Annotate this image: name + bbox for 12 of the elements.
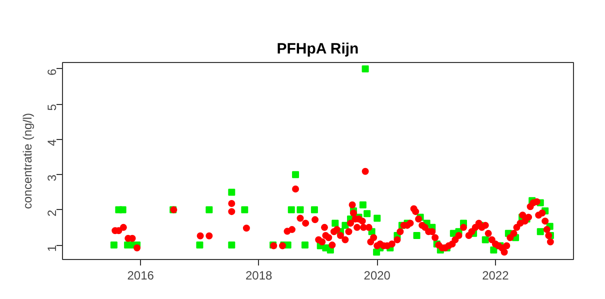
y-axis-title: concentratie (ng/l) [20,112,34,210]
y-tick-label: 3 [45,174,59,182]
x-tick-label: 2022 [482,268,510,282]
x-tick-label: 2016 [127,268,154,282]
y-tick-label: 6 [45,68,59,76]
y-tick-label: 2 [45,209,59,216]
y-tick-label: 5 [45,104,59,111]
x-tick-label: 2020 [364,268,391,282]
x-tick-label: 2018 [246,268,273,282]
chart-title: PFHpA Rijn [276,40,359,58]
y-tick-label: 1 [45,244,59,252]
y-tick-label: 4 [45,139,59,146]
